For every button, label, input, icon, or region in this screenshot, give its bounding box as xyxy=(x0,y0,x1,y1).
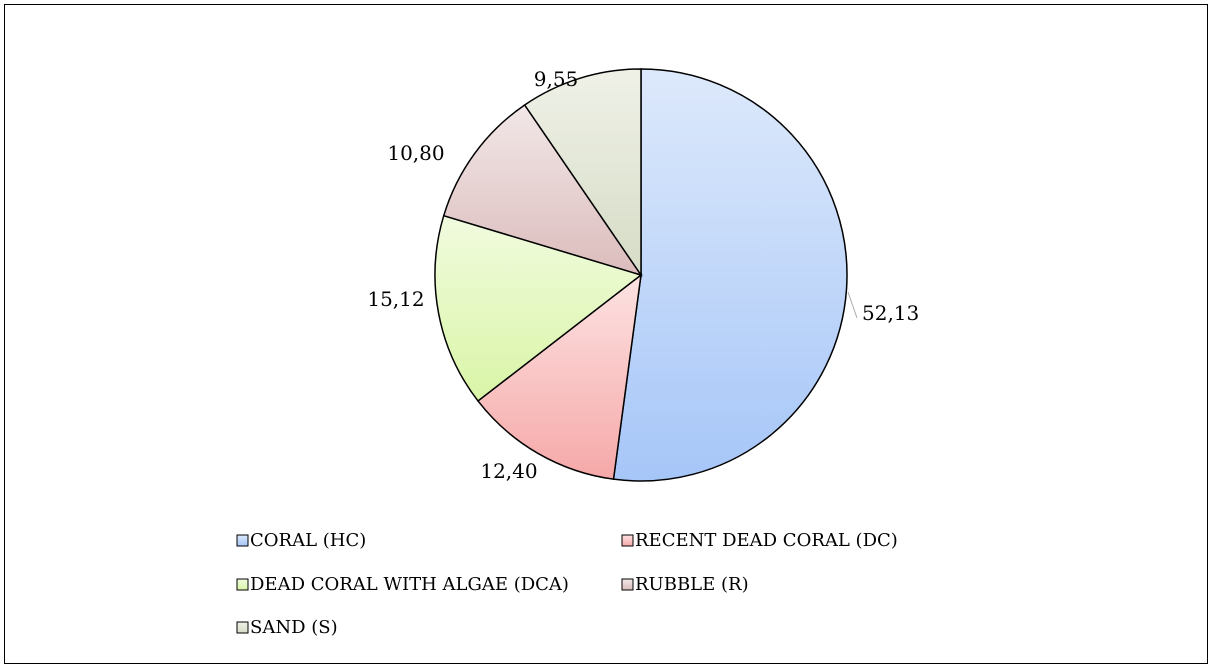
legend-swatch-coral-hc xyxy=(236,534,249,547)
legend-swatch-dead-coral-with-algae-dca xyxy=(236,578,249,591)
legend-label-sand-s: SAND (S) xyxy=(250,617,338,638)
pie-slice-dead-coral-with-algae-dca xyxy=(434,214,643,403)
legend-item-coral-hc: CORAL (HC) xyxy=(236,530,366,551)
legend-swatch-rubble-r xyxy=(621,578,634,591)
legend-item-sand-s: SAND (S) xyxy=(236,617,338,638)
data-label-sand-s: 9,55 xyxy=(534,67,579,91)
legend-label-recent-dead-coral-dc: RECENT DEAD CORAL (DC) xyxy=(635,530,898,551)
legend-label-dead-coral-with-algae-dca: DEAD CORAL WITH ALGAE (DCA) xyxy=(250,574,569,595)
pie-slice-coral-hc xyxy=(612,68,848,482)
legend-item-dead-coral-with-algae-dca: DEAD CORAL WITH ALGAE (DCA) xyxy=(236,574,569,595)
legend-label-coral-hc: CORAL (HC) xyxy=(250,530,366,551)
legend: CORAL (HC) RECENT DEAD CORAL (DC) DEAD COR… xyxy=(236,530,898,638)
legend-swatch-recent-dead-coral-dc xyxy=(621,534,634,547)
data-labels: 52,13 12,40 15,12 10,80 9,55 xyxy=(367,67,919,483)
data-label-rubble-r: 10,80 xyxy=(387,141,444,165)
pie-slice-sand-s xyxy=(523,68,642,278)
leader-line-coral-hc xyxy=(847,291,858,319)
legend-item-recent-dead-coral-dc: RECENT DEAD CORAL (DC) xyxy=(621,530,898,551)
data-label-coral-hc: 52,13 xyxy=(862,301,919,325)
data-label-dead-coral-with-algae-dca: 15,12 xyxy=(367,287,424,311)
pie-slices xyxy=(434,68,848,482)
pie-slice-rubble-r xyxy=(442,103,643,277)
legend-label-rubble-r: RUBBLE (R) xyxy=(635,574,749,595)
data-label-recent-dead-coral-dc: 12,40 xyxy=(480,459,537,483)
pie-slice-recent-dead-coral-dc xyxy=(476,273,642,481)
legend-swatch-sand-s xyxy=(236,621,249,634)
leader-lines xyxy=(847,291,858,319)
legend-item-rubble-r: RUBBLE (R) xyxy=(621,574,749,595)
